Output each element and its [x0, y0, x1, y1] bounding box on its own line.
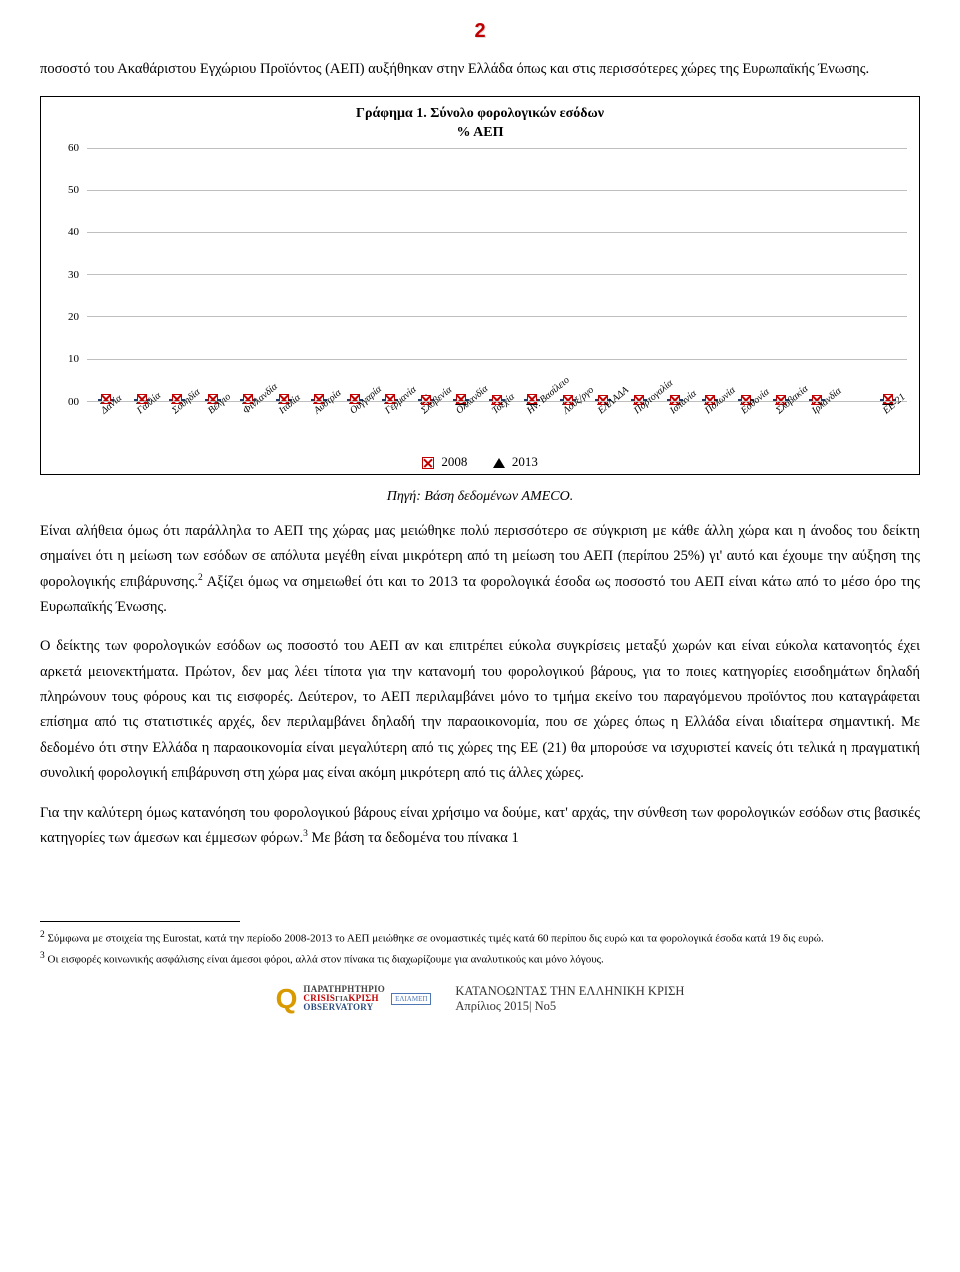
chart-title-line2: % ΑΕΠ	[456, 125, 503, 140]
footer-line1: ΚΑΤΑΝΟΩΝΤΑΣ ΤΗΝ ΕΛΛΗΝΙΚΗ ΚΡΙΣΗ	[455, 984, 684, 999]
footer-right: ΚΑΤΑΝΟΩΝΤΑΣ ΤΗΝ ΕΛΛΗΝΙΚΗ ΚΡΙΣΗ Απρίλιος …	[455, 984, 684, 1014]
chart-area: 60504030201000 ΔανίαΓαλλίαΣουηδίαΒέλγιοΦ…	[49, 148, 911, 448]
chart-xlabel-slot: Εσθονία	[733, 402, 759, 448]
chart-xlabel-slot: ΕΛΛΑΔΑ	[590, 402, 616, 448]
chart-xlabel-slot: Αυστρία	[306, 402, 332, 448]
footer-line2: Απρίλιος 2015| Νο5	[455, 999, 684, 1014]
chart-frame: Γράφημα 1. Σύνολο φορολογικών εσόδων % Α…	[40, 96, 920, 474]
footnote-2: 2 Σύμφωνα με στοιχεία της Eurostat, κατά…	[40, 928, 920, 947]
chart-legend: 2008 2013	[49, 454, 911, 470]
chart-x-labels: Δανία Γαλλία Σουηδία Βέλγιο Φινλανδία Ιταλία Α…	[87, 402, 907, 448]
legend-marker-2013-icon	[493, 458, 505, 468]
chart-xlabel-slot: Φινλανδία	[235, 402, 261, 448]
chart-gridline	[87, 359, 907, 360]
legend-label-2008: 2008	[441, 454, 467, 469]
logo-q-icon: Q	[276, 983, 298, 1015]
chart-xlabel-slot: Ην. Βασίλειο	[519, 402, 545, 448]
chart-xlabel-slot: Ιρλανδία	[804, 402, 830, 448]
logo-text-stack: ΠΑΡΑΤΗΡΗΤΗΡΙΟ CRISISΓΙΑΚΡΙΣΗ OBSERVATORY	[303, 985, 385, 1012]
footnote-3-text: Οι εισφορές κοινωνικής ασφάλισης είναι ά…	[48, 954, 604, 966]
page: 2 ποσοστό του Ακαθάριστου Εγχώριου Προϊό…	[0, 0, 960, 1055]
footnote-3: 3 Οι εισφορές κοινωνικής ασφάλισης είναι…	[40, 949, 920, 968]
chart-xlabel-slot: Ιταλία	[271, 402, 297, 448]
chart-gridline	[87, 316, 907, 317]
chart-source: Πηγή: Βάση δεδομένων AMECO.	[40, 489, 920, 505]
legend-marker-2008-icon	[422, 457, 434, 469]
chart-y-tick: 30	[68, 269, 79, 281]
chart-y-axis: 60504030201000	[49, 148, 85, 402]
chart-gridline	[87, 232, 907, 233]
chart-y-tick: 60	[68, 142, 79, 154]
chart-xlabel-slot: Πορτογαλία	[626, 402, 652, 448]
paragraph-c: Για την καλύτερη όμως κατανόηση του φορο…	[40, 801, 920, 852]
chart-gridline	[87, 274, 907, 275]
chart-y-tick: 40	[68, 226, 79, 238]
chart-y-tick: 20	[68, 311, 79, 323]
logo: Q ΠΑΡΑΤΗΡΗΤΗΡΙΟ CRISISΓΙΑΚΡΙΣΗ OBSERVATO…	[276, 983, 432, 1015]
chart-xlabel-slot: Τσεχία	[484, 402, 510, 448]
chart-xlabel-slot: Ισπανία	[662, 402, 688, 448]
intro-paragraph: ποσοστό του Ακαθάριστου Εγχώριου Προϊόντ…	[40, 57, 920, 82]
chart-gridline	[87, 190, 907, 191]
paragraph-a: Είναι αλήθεια όμως ότι παράλληλα το ΑΕΠ …	[40, 519, 920, 621]
footnote-2-text: Σύμφωνα με στοιχεία της Eurostat, κατά τ…	[48, 933, 824, 945]
chart-title: Γράφημα 1. Σύνολο φορολογικών εσόδων % Α…	[49, 105, 911, 141]
logo-obs: OBSERVATORY	[303, 1002, 373, 1012]
chart-xlabel-slot: Ουγγαρία	[342, 402, 368, 448]
chart-xlabel-slot: Πολωνία	[697, 402, 723, 448]
chart-gridline	[87, 148, 907, 149]
chart-xlabel-slot: Γαλλία	[129, 402, 155, 448]
chart-xlabel-slot: Σουηδία	[164, 402, 190, 448]
chart-y-tick: 00	[68, 396, 79, 408]
chart-title-line1: Γράφημα 1. Σύνολο φορολογικών εσόδων	[356, 106, 604, 121]
chart-y-tick: 10	[68, 353, 79, 365]
page-number: 2	[40, 20, 920, 43]
logo-eliamep: ΕΛΙΑΜΕΠ	[391, 993, 431, 1005]
chart-xlabel-slot: Σλοβενία	[413, 402, 439, 448]
chart-plot	[87, 148, 907, 402]
chart-y-tick: 50	[68, 184, 79, 196]
paragraph-b: Ο δείκτης των φορολογικών εσόδων ως ποσο…	[40, 634, 920, 786]
chart-xlabel-slot: Σλοβακία	[768, 402, 794, 448]
paragraph-c-part2: Με βάση τα δεδομένα του πίνακα 1	[308, 830, 519, 846]
chart-xlabel-slot	[839, 402, 865, 448]
legend-label-2013: 2013	[512, 454, 538, 469]
chart-xlabel-slot: Δανία	[93, 402, 119, 448]
chart-xlabel-slot: ΕΕ-21	[875, 402, 901, 448]
chart-xlabel-slot: Γερμανία	[377, 402, 403, 448]
page-footer: Q ΠΑΡΑΤΗΡΗΤΗΡΙΟ CRISISΓΙΑΚΡΙΣΗ OBSERVATO…	[40, 983, 920, 1015]
footnote-separator	[40, 921, 240, 922]
chart-xlabel-slot: Λουξ/ργο	[555, 402, 581, 448]
chart-xlabel-slot: Βέλγιο	[200, 402, 226, 448]
chart-xlabel-slot: Ολλανδία	[448, 402, 474, 448]
